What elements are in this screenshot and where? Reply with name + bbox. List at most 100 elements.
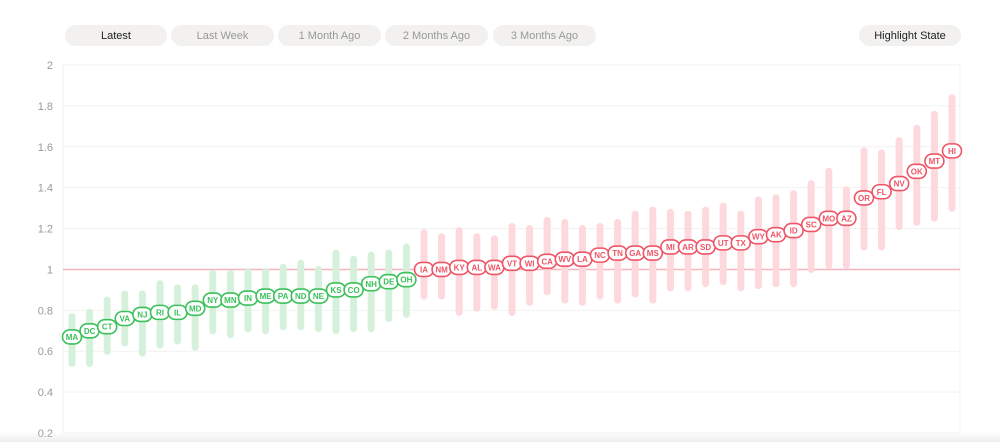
tab-last-week[interactable]: Last Week xyxy=(171,25,274,46)
state-label: ID xyxy=(790,227,798,236)
state-marker-co[interactable]: CO xyxy=(343,282,364,298)
state-marker-nj[interactable]: NJ xyxy=(132,306,153,323)
state-marker-nd[interactable]: ND xyxy=(290,288,312,304)
state-label: GA xyxy=(629,249,641,258)
state-marker-mt[interactable]: MT xyxy=(924,153,945,169)
state-marker-id[interactable]: ID xyxy=(783,222,804,239)
state-marker-ct[interactable]: CT xyxy=(96,318,118,335)
state-marker-ga[interactable]: GA xyxy=(624,245,646,261)
state-label: ND xyxy=(295,292,307,301)
state-label: IL xyxy=(174,308,181,317)
state-label: IN xyxy=(244,294,252,303)
state-label: NJ xyxy=(137,310,147,319)
state-label: IA xyxy=(420,265,428,274)
state-marker-wa[interactable]: WA xyxy=(484,259,505,276)
state-marker-mo[interactable]: MO xyxy=(818,210,840,227)
state-label: AR xyxy=(682,243,694,252)
state-label: MI xyxy=(666,243,675,252)
state-label: MO xyxy=(822,214,835,223)
state-marker-dc[interactable]: DC xyxy=(79,322,100,339)
state-marker-hi[interactable]: HI xyxy=(941,143,963,159)
state-marker-ok[interactable]: OK xyxy=(906,163,928,180)
state-marker-ny[interactable]: NY xyxy=(202,292,224,308)
y-tick-label: 1.8 xyxy=(38,101,53,113)
state-marker-ne[interactable]: NE xyxy=(308,288,329,304)
state-marker-nv[interactable]: NV xyxy=(888,175,910,192)
state-pill xyxy=(184,300,206,317)
state-marker-ms[interactable]: MS xyxy=(642,245,664,261)
state-label: MT xyxy=(929,157,941,166)
state-marker-mn[interactable]: MN xyxy=(220,292,241,308)
state-pill xyxy=(888,175,910,192)
state-label: WV xyxy=(558,255,572,264)
state-pill xyxy=(96,318,118,335)
state-marker-or[interactable]: OR xyxy=(853,190,875,206)
state-label: OH xyxy=(400,276,412,285)
y-tick-label: 0.6 xyxy=(38,346,53,358)
tab-latest[interactable]: Latest xyxy=(65,25,167,46)
state-marker-oh[interactable]: OH xyxy=(396,271,417,288)
bottom-fade xyxy=(0,432,1000,442)
state-pill xyxy=(783,222,804,239)
highlight-state-button[interactable]: Highlight State xyxy=(859,25,961,46)
state-label: NY xyxy=(207,296,219,305)
state-pill xyxy=(871,183,892,200)
y-tick-label: 2 xyxy=(47,60,53,72)
state-label: DE xyxy=(383,278,395,287)
state-pill xyxy=(730,235,752,251)
state-marker-wv[interactable]: WV xyxy=(554,251,576,268)
state-marker-ri[interactable]: RI xyxy=(149,304,171,321)
state-marker-wi[interactable]: WI xyxy=(519,255,540,272)
state-marker-sc[interactable]: SC xyxy=(800,216,822,233)
tab-1-month-ago[interactable]: 1 Month Ago xyxy=(278,25,381,46)
state-marker-ia[interactable]: IA xyxy=(413,261,435,278)
state-label: HI xyxy=(948,147,956,156)
state-marker-nh[interactable]: NH xyxy=(360,275,382,292)
state-label: MA xyxy=(66,333,79,342)
state-marker-az[interactable]: AZ xyxy=(836,210,857,227)
state-marker-de[interactable]: DE xyxy=(378,273,400,290)
state-marker-pa[interactable]: PA xyxy=(272,288,294,304)
state-label: CO xyxy=(348,286,360,295)
state-label: NH xyxy=(365,280,377,289)
state-marker-vt[interactable]: VT xyxy=(501,255,523,272)
state-marker-il[interactable]: IL xyxy=(167,304,188,321)
state-marker-tx[interactable]: TX xyxy=(730,235,752,251)
state-marker-ak[interactable]: AK xyxy=(765,226,787,243)
state-marker-me[interactable]: ME xyxy=(255,288,276,304)
y-tick-label: 1.4 xyxy=(38,183,53,195)
tab-2-months-ago[interactable]: 2 Months Ago xyxy=(385,25,488,46)
state-marker-al[interactable]: AL xyxy=(466,259,488,276)
state-marker-va[interactable]: VA xyxy=(114,310,136,327)
state-label: FL xyxy=(877,188,887,197)
state-label: CT xyxy=(102,323,113,332)
state-label: DC xyxy=(84,327,96,336)
state-marker-md[interactable]: MD xyxy=(184,300,206,317)
state-pill xyxy=(642,245,664,261)
state-label: OK xyxy=(911,167,923,176)
state-marker-mi[interactable]: MI xyxy=(660,239,681,255)
tab-3-months-ago[interactable]: 3 Months Ago xyxy=(493,25,596,46)
state-marker-in[interactable]: IN xyxy=(237,290,259,306)
state-marker-ky[interactable]: KY xyxy=(448,259,470,276)
state-marker-sd[interactable]: SD xyxy=(695,239,716,255)
state-pill xyxy=(924,153,945,169)
state-marker-ar[interactable]: AR xyxy=(677,239,699,255)
state-marker-ut[interactable]: UT xyxy=(712,235,734,251)
state-marker-nm[interactable]: NM xyxy=(431,261,452,278)
state-marker-ma[interactable]: MA xyxy=(61,329,83,345)
state-marker-ca[interactable]: CA xyxy=(536,253,558,270)
state-label: MD xyxy=(189,304,202,313)
state-marker-la[interactable]: LA xyxy=(572,251,593,268)
state-label: WI xyxy=(525,259,535,268)
state-label: NM xyxy=(435,265,448,274)
state-label: KS xyxy=(330,286,342,295)
state-marker-ks[interactable]: KS xyxy=(325,282,347,298)
state-marker-nc[interactable]: NC xyxy=(589,247,611,263)
state-marker-fl[interactable]: FL xyxy=(871,183,892,200)
y-tick-label: 0.4 xyxy=(38,387,53,399)
state-label: OR xyxy=(858,194,870,203)
state-marker-tn[interactable]: TN xyxy=(607,245,628,261)
state-marker-wy[interactable]: WY xyxy=(748,228,769,245)
